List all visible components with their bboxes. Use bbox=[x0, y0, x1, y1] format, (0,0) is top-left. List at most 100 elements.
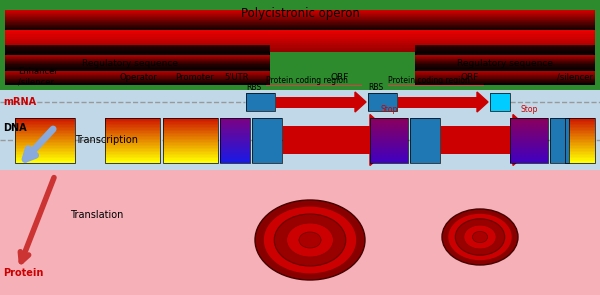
Bar bbox=[510, 117, 548, 163]
Bar bbox=[5, 30, 595, 32]
Bar bbox=[415, 79, 595, 80]
Bar bbox=[163, 153, 218, 155]
Bar bbox=[510, 122, 548, 124]
Bar bbox=[163, 142, 218, 143]
Bar bbox=[220, 153, 250, 155]
Bar bbox=[370, 137, 408, 138]
Bar bbox=[370, 134, 408, 135]
Bar bbox=[220, 125, 250, 127]
Bar bbox=[246, 93, 275, 111]
Bar bbox=[220, 135, 250, 137]
Text: DNA: DNA bbox=[3, 123, 26, 133]
Bar bbox=[410, 117, 440, 163]
Bar bbox=[220, 122, 250, 124]
Bar bbox=[415, 59, 595, 60]
Bar bbox=[220, 128, 250, 130]
Bar bbox=[5, 74, 270, 75]
Bar bbox=[220, 150, 250, 152]
Bar bbox=[163, 161, 218, 163]
Bar bbox=[370, 125, 408, 127]
Bar bbox=[163, 158, 218, 160]
Bar bbox=[15, 132, 75, 134]
Bar bbox=[490, 93, 510, 111]
Bar bbox=[424, 117, 430, 163]
Bar bbox=[163, 137, 218, 138]
Bar bbox=[415, 70, 595, 71]
Bar bbox=[220, 117, 250, 163]
Bar bbox=[5, 79, 270, 80]
Bar bbox=[220, 146, 250, 148]
Text: mRNA: mRNA bbox=[3, 97, 36, 107]
Bar bbox=[415, 66, 595, 67]
Text: 5'UTR: 5'UTR bbox=[225, 73, 249, 81]
Bar bbox=[510, 140, 548, 142]
Bar bbox=[5, 10, 595, 11]
Bar bbox=[415, 69, 595, 72]
Bar bbox=[565, 127, 595, 128]
Bar bbox=[510, 161, 548, 163]
Bar bbox=[5, 28, 595, 29]
Bar bbox=[15, 119, 75, 120]
Bar bbox=[5, 80, 270, 81]
Bar bbox=[5, 16, 595, 17]
Bar bbox=[220, 143, 250, 145]
Bar bbox=[510, 157, 548, 158]
Ellipse shape bbox=[263, 206, 357, 274]
Bar bbox=[220, 127, 250, 128]
Text: Stop: Stop bbox=[520, 106, 538, 114]
Bar bbox=[415, 74, 595, 75]
Polygon shape bbox=[513, 114, 541, 165]
Bar bbox=[510, 145, 548, 146]
Bar bbox=[565, 128, 595, 130]
Bar bbox=[415, 47, 595, 48]
Bar bbox=[565, 132, 595, 134]
Bar bbox=[510, 132, 548, 134]
Bar bbox=[415, 59, 595, 61]
Bar bbox=[5, 65, 270, 66]
Bar bbox=[5, 27, 595, 28]
Bar bbox=[565, 125, 595, 127]
Bar bbox=[15, 142, 75, 143]
Bar bbox=[5, 58, 270, 59]
Bar bbox=[415, 68, 595, 69]
Polygon shape bbox=[477, 92, 488, 112]
Bar bbox=[415, 82, 595, 83]
Bar bbox=[415, 54, 595, 55]
Bar bbox=[565, 146, 595, 148]
Bar bbox=[510, 153, 548, 155]
Bar bbox=[415, 46, 595, 47]
Bar bbox=[565, 155, 595, 157]
Text: Polycistronic operon: Polycistronic operon bbox=[241, 7, 359, 20]
Bar bbox=[565, 142, 595, 143]
Bar bbox=[105, 140, 160, 142]
Bar bbox=[5, 39, 595, 41]
Bar bbox=[276, 96, 355, 107]
Bar bbox=[370, 127, 408, 128]
Bar bbox=[510, 119, 548, 120]
Bar bbox=[15, 117, 75, 163]
Bar bbox=[565, 140, 595, 142]
Bar bbox=[5, 30, 595, 31]
Bar bbox=[370, 130, 408, 131]
Bar bbox=[265, 93, 275, 111]
Bar bbox=[510, 150, 548, 152]
Bar bbox=[5, 25, 595, 26]
Bar bbox=[283, 126, 370, 154]
Bar bbox=[370, 153, 408, 155]
Bar bbox=[5, 68, 270, 69]
Bar bbox=[415, 64, 595, 67]
Bar bbox=[5, 32, 595, 35]
Bar bbox=[415, 83, 595, 84]
Bar bbox=[105, 155, 160, 157]
Bar bbox=[565, 135, 595, 137]
Bar bbox=[15, 117, 75, 119]
Bar bbox=[370, 135, 408, 137]
Bar bbox=[565, 148, 595, 149]
Bar bbox=[105, 158, 160, 160]
Bar bbox=[565, 143, 595, 145]
Bar bbox=[5, 72, 270, 73]
Bar bbox=[163, 160, 218, 161]
Bar bbox=[5, 19, 595, 20]
Bar bbox=[220, 132, 250, 134]
Bar bbox=[415, 50, 595, 51]
